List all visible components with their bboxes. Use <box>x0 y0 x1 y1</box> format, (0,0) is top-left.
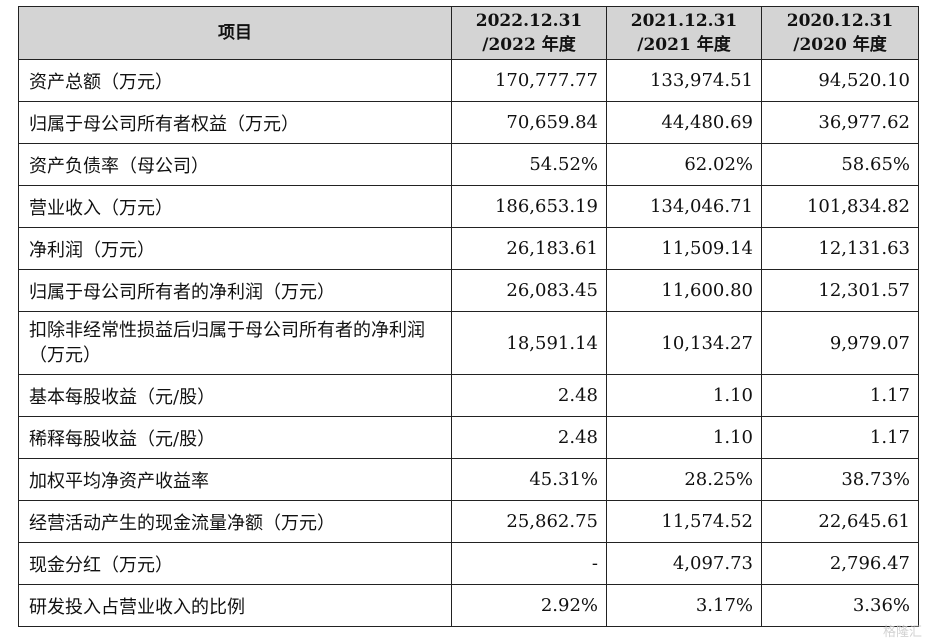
header-2020: 2020.12.31 /2020 年度 <box>761 6 919 60</box>
value-2020: 36,977.62 <box>761 101 919 144</box>
row-label: 研发投入占营业收入的比例 <box>18 584 452 627</box>
value-2020: 2,796.47 <box>761 542 919 585</box>
row-label: 扣除非经常性损益后归属于母公司所有者的净利润（万元） <box>18 311 452 375</box>
value-2021: 1.10 <box>606 374 762 417</box>
row-label: 资产负债率（母公司） <box>18 143 452 186</box>
header-row: 项目 2022.12.31 /2022 年度 2021.12.31 /2021 … <box>18 6 919 60</box>
value-2021: 11,574.52 <box>606 500 762 543</box>
value-2022: 70,659.84 <box>451 101 607 144</box>
row-label: 现金分红（万元） <box>18 542 452 585</box>
value-2022: 2.48 <box>451 374 607 417</box>
value-2021: 4,097.73 <box>606 542 762 585</box>
value-2020: 1.17 <box>761 374 919 417</box>
table-row: 净利润（万元） 26,183.61 11,509.14 12,131.63 <box>18 227 919 270</box>
value-2020: 22,645.61 <box>761 500 919 543</box>
value-2020: 38.73% <box>761 458 919 501</box>
row-label: 营业收入（万元） <box>18 185 452 228</box>
row-label: 稀释每股收益（元/股） <box>18 416 452 459</box>
table-row: 现金分红（万元） - 4,097.73 2,796.47 <box>18 542 919 585</box>
header-2022: 2022.12.31 /2022 年度 <box>451 6 607 60</box>
row-label: 加权平均净资产收益率 <box>18 458 452 501</box>
table-row: 营业收入（万元） 186,653.19 134,046.71 101,834.8… <box>18 185 919 228</box>
table-row: 归属于母公司所有者权益（万元） 70,659.84 44,480.69 36,9… <box>18 101 919 144</box>
value-2020: 1.17 <box>761 416 919 459</box>
value-2020: 94,520.10 <box>761 59 919 102</box>
value-2022: 45.31% <box>451 458 607 501</box>
table-row: 经营活动产生的现金流量净额（万元） 25,862.75 11,574.52 22… <box>18 500 919 543</box>
value-2022: 26,183.61 <box>451 227 607 270</box>
value-2021: 1.10 <box>606 416 762 459</box>
value-2021: 62.02% <box>606 143 762 186</box>
value-2021: 44,480.69 <box>606 101 762 144</box>
table-row: 稀释每股收益（元/股） 2.48 1.10 1.17 <box>18 416 919 459</box>
table-row: 扣除非经常性损益后归属于母公司所有者的净利润（万元） 18,591.14 10,… <box>18 311 919 375</box>
header-2021-year: /2021 年度 <box>637 35 731 55</box>
value-2022: 25,862.75 <box>451 500 607 543</box>
header-2022-year: /2022 年度 <box>482 35 576 55</box>
value-2022: 54.52% <box>451 143 607 186</box>
row-label: 归属于母公司所有者权益（万元） <box>18 101 452 144</box>
value-2021: 11,509.14 <box>606 227 762 270</box>
table-row: 加权平均净资产收益率 45.31% 28.25% 38.73% <box>18 458 919 501</box>
header-item: 项目 <box>18 6 452 60</box>
value-2022: 170,777.77 <box>451 59 607 102</box>
watermark-logo: 格隆汇 <box>882 625 922 640</box>
table-row: 研发投入占营业收入的比例 2.92% 3.17% 3.36% <box>18 584 919 627</box>
row-label: 资产总额（万元） <box>18 59 452 102</box>
value-2022: 18,591.14 <box>451 311 607 375</box>
header-2020-date: 2020.12.31 <box>786 11 894 31</box>
value-2020: 101,834.82 <box>761 185 919 228</box>
table-row: 资产总额（万元） 170,777.77 133,974.51 94,520.10 <box>18 59 919 102</box>
value-2021: 11,600.80 <box>606 269 762 312</box>
value-2022: - <box>451 542 607 585</box>
header-2021: 2021.12.31 /2021 年度 <box>606 6 762 60</box>
value-2020: 12,131.63 <box>761 227 919 270</box>
header-2021-date: 2021.12.31 <box>630 11 738 31</box>
table-row: 资产负债率（母公司） 54.52% 62.02% 58.65% <box>18 143 919 186</box>
header-2020-year: /2020 年度 <box>793 35 887 55</box>
value-2022: 2.92% <box>451 584 607 627</box>
row-label: 经营活动产生的现金流量净额（万元） <box>18 500 452 543</box>
value-2022: 26,083.45 <box>451 269 607 312</box>
value-2021: 3.17% <box>606 584 762 627</box>
header-item-label: 项目 <box>218 23 252 43</box>
value-2021: 28.25% <box>606 458 762 501</box>
financial-data-table: 项目 2022.12.31 /2022 年度 2021.12.31 /2021 … <box>18 6 919 627</box>
value-2021: 10,134.27 <box>606 311 762 375</box>
row-label: 净利润（万元） <box>18 227 452 270</box>
table-row: 基本每股收益（元/股） 2.48 1.10 1.17 <box>18 374 919 417</box>
value-2020: 58.65% <box>761 143 919 186</box>
row-label: 归属于母公司所有者的净利润（万元） <box>18 269 452 312</box>
row-label: 基本每股收益（元/股） <box>18 374 452 417</box>
value-2020: 12,301.57 <box>761 269 919 312</box>
value-2020: 9,979.07 <box>761 311 919 375</box>
value-2022: 186,653.19 <box>451 185 607 228</box>
table-row: 归属于母公司所有者的净利润（万元） 26,083.45 11,600.80 12… <box>18 269 919 312</box>
value-2022: 2.48 <box>451 416 607 459</box>
value-2021: 134,046.71 <box>606 185 762 228</box>
value-2021: 133,974.51 <box>606 59 762 102</box>
value-2020: 3.36% <box>761 584 919 627</box>
header-2022-date: 2022.12.31 <box>475 11 583 31</box>
